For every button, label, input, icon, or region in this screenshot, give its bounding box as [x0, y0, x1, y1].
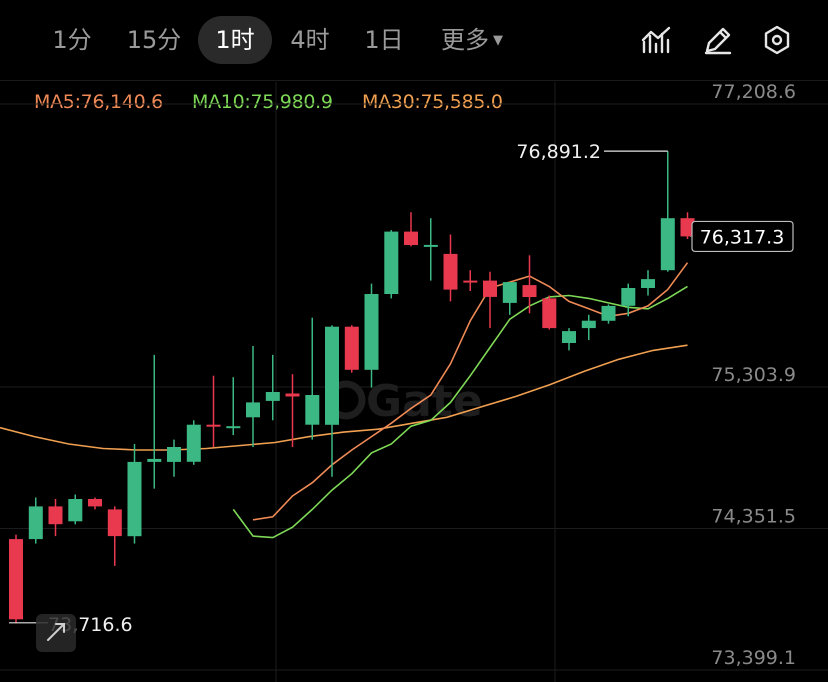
candle-body [562, 331, 576, 343]
gate-watermark: Gate [326, 376, 483, 427]
candle [9, 534, 23, 623]
candle [147, 354, 162, 489]
candle-body [443, 253, 458, 290]
candle [542, 295, 557, 330]
candle [601, 304, 616, 324]
candle [265, 354, 280, 421]
candle-body [68, 499, 83, 522]
candle [581, 314, 596, 340]
high-marker-label: 76,891.2 [516, 141, 601, 163]
candle-body [404, 231, 418, 245]
candle-body [680, 218, 695, 237]
candle-body [344, 326, 359, 370]
tab-1m[interactable]: 1分 [52, 26, 92, 54]
ma5-label: MA5:76,140.6 [34, 91, 163, 113]
price-axis-label: 77,208.6 [711, 81, 796, 103]
candle [423, 218, 438, 281]
candle-body [601, 305, 616, 321]
candle [463, 270, 478, 291]
candle [680, 212, 695, 239]
candle-body [167, 447, 181, 462]
candle-body [305, 395, 320, 425]
candle-body [463, 280, 478, 283]
tab-4h[interactable]: 4时 [290, 26, 330, 54]
last-price-label: 76,317.3 [700, 226, 785, 248]
candle [88, 497, 102, 510]
ma10-label: MA10:75,980.9 [192, 91, 333, 113]
candle [226, 377, 241, 436]
expand-icon[interactable] [36, 614, 76, 652]
candle [660, 151, 675, 272]
price-axis-label: 74,351.5 [711, 506, 796, 528]
candle-body [522, 285, 537, 297]
candle-body [483, 280, 497, 297]
candle [443, 234, 458, 302]
candle [344, 325, 359, 373]
candle [404, 212, 418, 247]
indicator-icon[interactable] [638, 22, 674, 58]
toolbar-divider [0, 80, 828, 81]
candle [107, 506, 122, 566]
last-price-box [691, 220, 794, 253]
draw-pencil-icon[interactable] [700, 22, 736, 58]
candle [68, 494, 83, 525]
candle-body [127, 461, 142, 537]
candle [48, 499, 63, 537]
candle-body [226, 426, 241, 429]
settings-hexagon-icon[interactable] [759, 22, 795, 58]
tab-15m[interactable]: 15分 [126, 26, 182, 54]
candle-body [28, 506, 43, 540]
candle-body [285, 393, 300, 397]
candle [562, 328, 576, 351]
candle-body [384, 231, 399, 294]
candle-body [502, 282, 517, 303]
candle-body [9, 539, 23, 620]
timeframe-toolbar: 1分 15分 1时 4时 1日 更多 ▼ [0, 0, 828, 80]
candle [522, 255, 537, 314]
more-label: 更多 [441, 26, 489, 54]
price-axis-label: 73,399.1 [711, 647, 796, 669]
candle [502, 282, 517, 315]
more-dropdown[interactable]: 更多 ▼ [430, 16, 514, 64]
candle-body [364, 294, 379, 370]
ma30-label: MA30:75,585.0 [362, 91, 503, 113]
ma30-line [0, 344, 688, 451]
expand-arrow-icon [47, 623, 65, 641]
candle-body [423, 244, 438, 247]
candle [246, 346, 260, 447]
candle [364, 283, 379, 388]
candle-body [581, 320, 596, 329]
candle-body [265, 392, 280, 401]
candle [305, 317, 320, 440]
ma10-line [232, 285, 688, 539]
tab-1h[interactable]: 1时 [198, 16, 272, 64]
candle [285, 374, 300, 447]
candle-body [88, 499, 102, 507]
candle [325, 325, 339, 477]
candle [483, 271, 497, 329]
price-axis-label: 75,303.9 [711, 364, 796, 386]
candle [641, 270, 655, 296]
candle [186, 420, 201, 465]
candle-body [660, 218, 675, 271]
candle-body [621, 288, 636, 306]
candle [206, 375, 221, 447]
candle-body [186, 424, 201, 462]
candle [127, 444, 142, 544]
candle-body [147, 458, 162, 462]
tab-1d[interactable]: 1日 [364, 26, 404, 54]
candle-body [641, 279, 655, 288]
candle-body [48, 506, 63, 525]
candle-body [542, 298, 557, 329]
candle [384, 230, 399, 299]
caret-down-icon: ▼ [493, 33, 503, 48]
candle-body [325, 326, 339, 425]
candle [621, 283, 636, 317]
candle-body [246, 402, 260, 418]
candle-body [206, 424, 221, 427]
candle-body [107, 509, 122, 537]
candle [28, 497, 43, 544]
candle [167, 439, 181, 477]
